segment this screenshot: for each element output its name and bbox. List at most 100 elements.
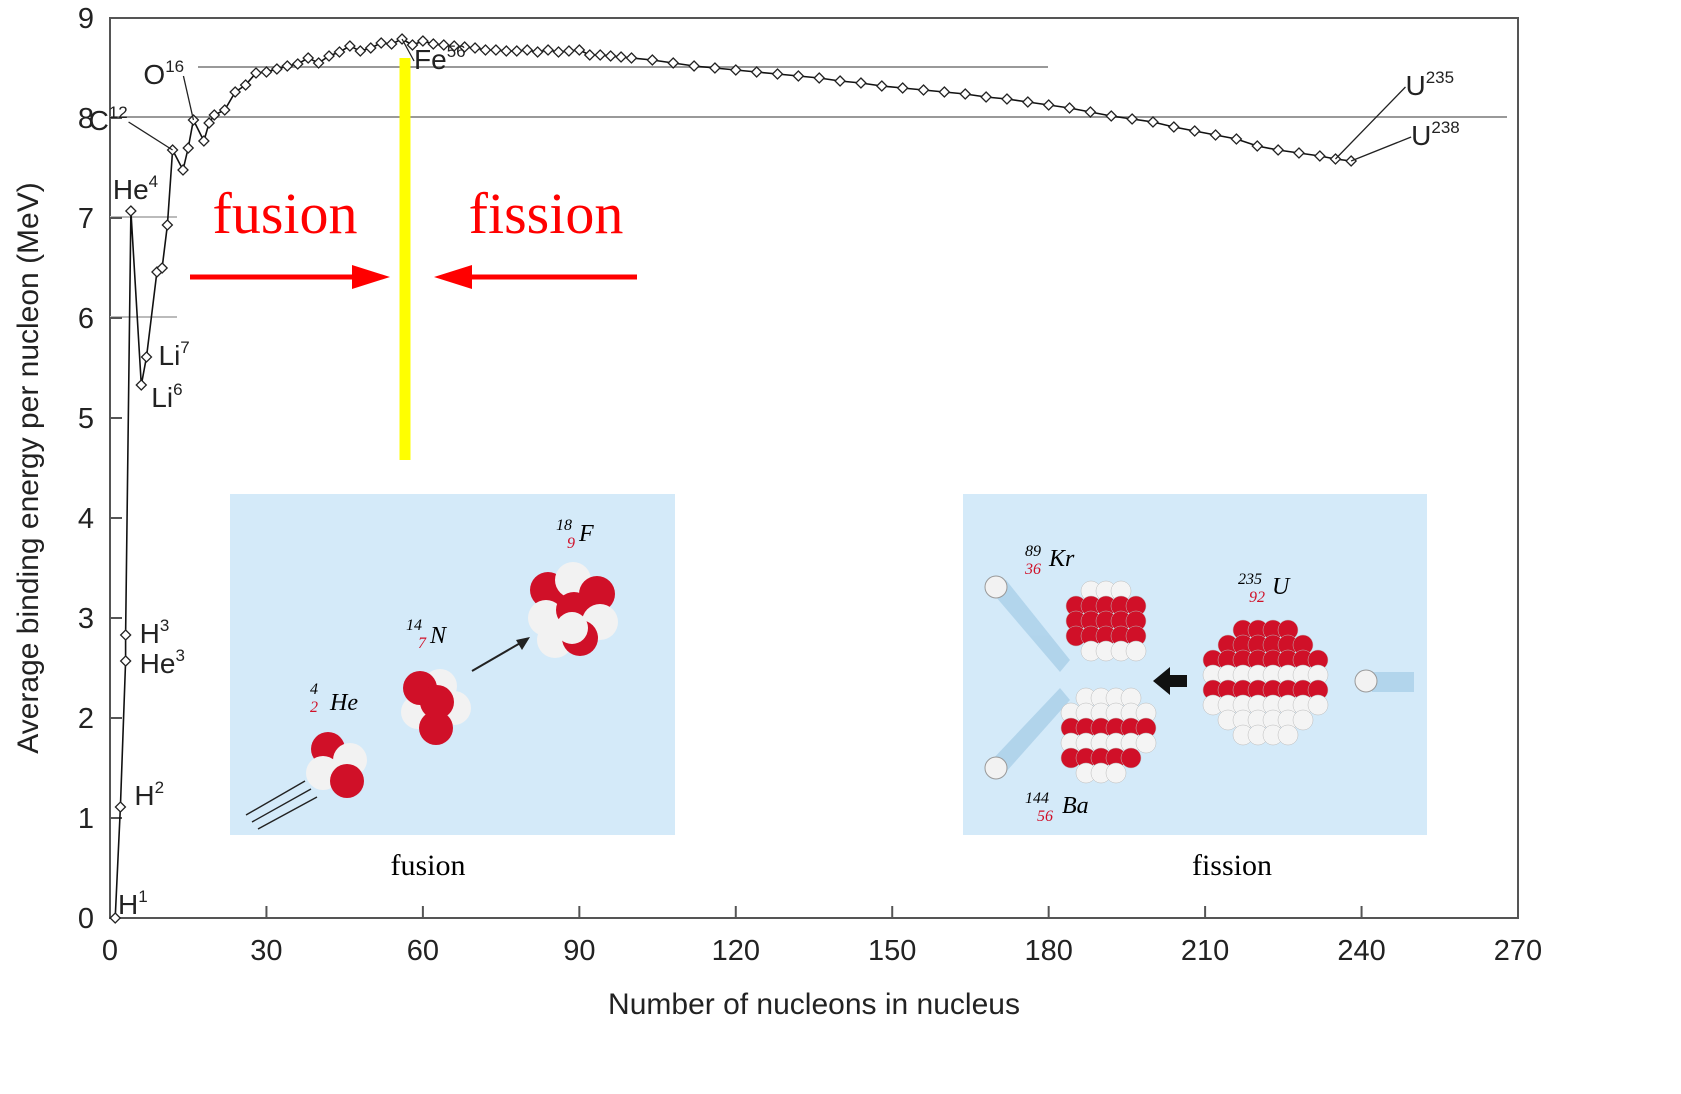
data-point [521, 44, 534, 56]
reaction-arrow [471, 637, 530, 672]
data-point [1230, 133, 1243, 145]
data-point [750, 66, 763, 78]
annotation-leader [401, 38, 415, 62]
data-point [385, 38, 398, 50]
data-point [182, 142, 195, 154]
data-point [813, 72, 826, 84]
data-point [427, 38, 440, 50]
data-point [500, 45, 513, 57]
data-point [896, 82, 909, 94]
data-point [708, 62, 721, 74]
data-point [552, 46, 565, 58]
isotope-label-o16: O16 [143, 57, 184, 90]
y-tick-labels: 0 1 2 3 4 5 6 7 8 9 [78, 3, 94, 935]
fusion-label: fusion [213, 181, 358, 246]
ba144-atomic-number: 56 [1037, 808, 1053, 825]
data-point [1042, 99, 1055, 111]
axis-ticks [109, 17, 1519, 919]
data-point [646, 54, 659, 66]
x-tick-label: 180 [1024, 935, 1072, 967]
nucleon [1277, 724, 1299, 746]
u235-mass: 235 [1238, 571, 1262, 588]
fusion-arrow [190, 265, 390, 289]
fission-direction-arrow [1153, 667, 1187, 695]
n14-symbol: N [429, 623, 448, 649]
data-point [197, 135, 210, 147]
he4-label: He [329, 690, 358, 716]
data-point [615, 51, 627, 63]
data-point [542, 44, 554, 56]
data-point [531, 46, 544, 58]
data-point [834, 75, 846, 87]
y-tick-label: 2 [78, 703, 94, 735]
data-point [729, 64, 742, 76]
f18-symbol: F [578, 521, 594, 547]
ba144-nucleus [1060, 687, 1157, 784]
isotope-label-h2: H2 [134, 778, 164, 811]
data-point [135, 379, 148, 391]
data-point [1147, 116, 1159, 128]
plot-frame [109, 17, 1519, 919]
data-point [667, 57, 680, 69]
nucleon [1120, 747, 1142, 769]
data-point [771, 68, 784, 80]
data-point [323, 50, 335, 62]
kr89-mass: 89 [1025, 543, 1041, 560]
data-point [161, 219, 174, 231]
neutron-trails [990, 580, 1414, 772]
kr89-symbol: Kr [1048, 546, 1075, 572]
f18-atomic-number: 9 [567, 535, 575, 552]
x-tick-label: 150 [868, 935, 916, 967]
neutron-bottom-left [984, 756, 1008, 780]
u235-atomic-number: 92 [1249, 589, 1265, 606]
data-point [562, 45, 575, 57]
data-point [260, 66, 273, 78]
data-point [1293, 147, 1305, 159]
fission-caption: fission [1192, 849, 1272, 882]
data-point [416, 35, 429, 47]
data-point [291, 58, 304, 70]
data-point [302, 52, 315, 64]
data-point [281, 60, 294, 72]
data-point [604, 50, 617, 62]
data-point [792, 70, 805, 82]
ba144-symbol: Ba [1062, 793, 1089, 819]
data-point [218, 104, 231, 116]
data-point [119, 655, 132, 667]
data-point [583, 49, 596, 61]
y-tick-label: 9 [78, 3, 94, 35]
isotope-label-he4: He4 [113, 172, 158, 205]
ba144-mass: 144 [1025, 790, 1049, 807]
data-point [119, 629, 132, 641]
data-point [270, 63, 283, 75]
u235-nucleus [1202, 619, 1329, 746]
x-tick-labels: 0 30 60 90 120 150 180 210 240 270 [102, 935, 1542, 967]
isotope-label-he3: He3 [140, 646, 185, 679]
u235-symbol: U [1272, 574, 1291, 600]
isotope-label-li7: Li7 [159, 338, 190, 371]
data-point [375, 37, 388, 49]
data-point [510, 45, 523, 57]
x-tick-label: 240 [1337, 935, 1385, 967]
isotope-label-u235: U235 [1405, 68, 1454, 101]
data-point [203, 117, 216, 129]
data-point [437, 39, 450, 51]
n14-nucleus [401, 669, 471, 745]
data-point [980, 91, 993, 103]
x-tick-label: 30 [250, 935, 282, 967]
y-tick-label: 7 [78, 203, 94, 235]
y-tick-label: 8 [78, 103, 94, 135]
data-point [239, 79, 252, 91]
isotope-label-li6: Li6 [151, 380, 182, 413]
y-tick-label: 4 [78, 503, 94, 535]
n14-mass: 14 [406, 617, 422, 634]
nucleon [1292, 709, 1314, 731]
annotation-leader [182, 75, 195, 121]
x-tick-label: 90 [563, 935, 595, 967]
data-point [156, 262, 169, 274]
data-point [448, 40, 461, 52]
annotation-leader [128, 121, 173, 151]
data-point [917, 84, 930, 96]
